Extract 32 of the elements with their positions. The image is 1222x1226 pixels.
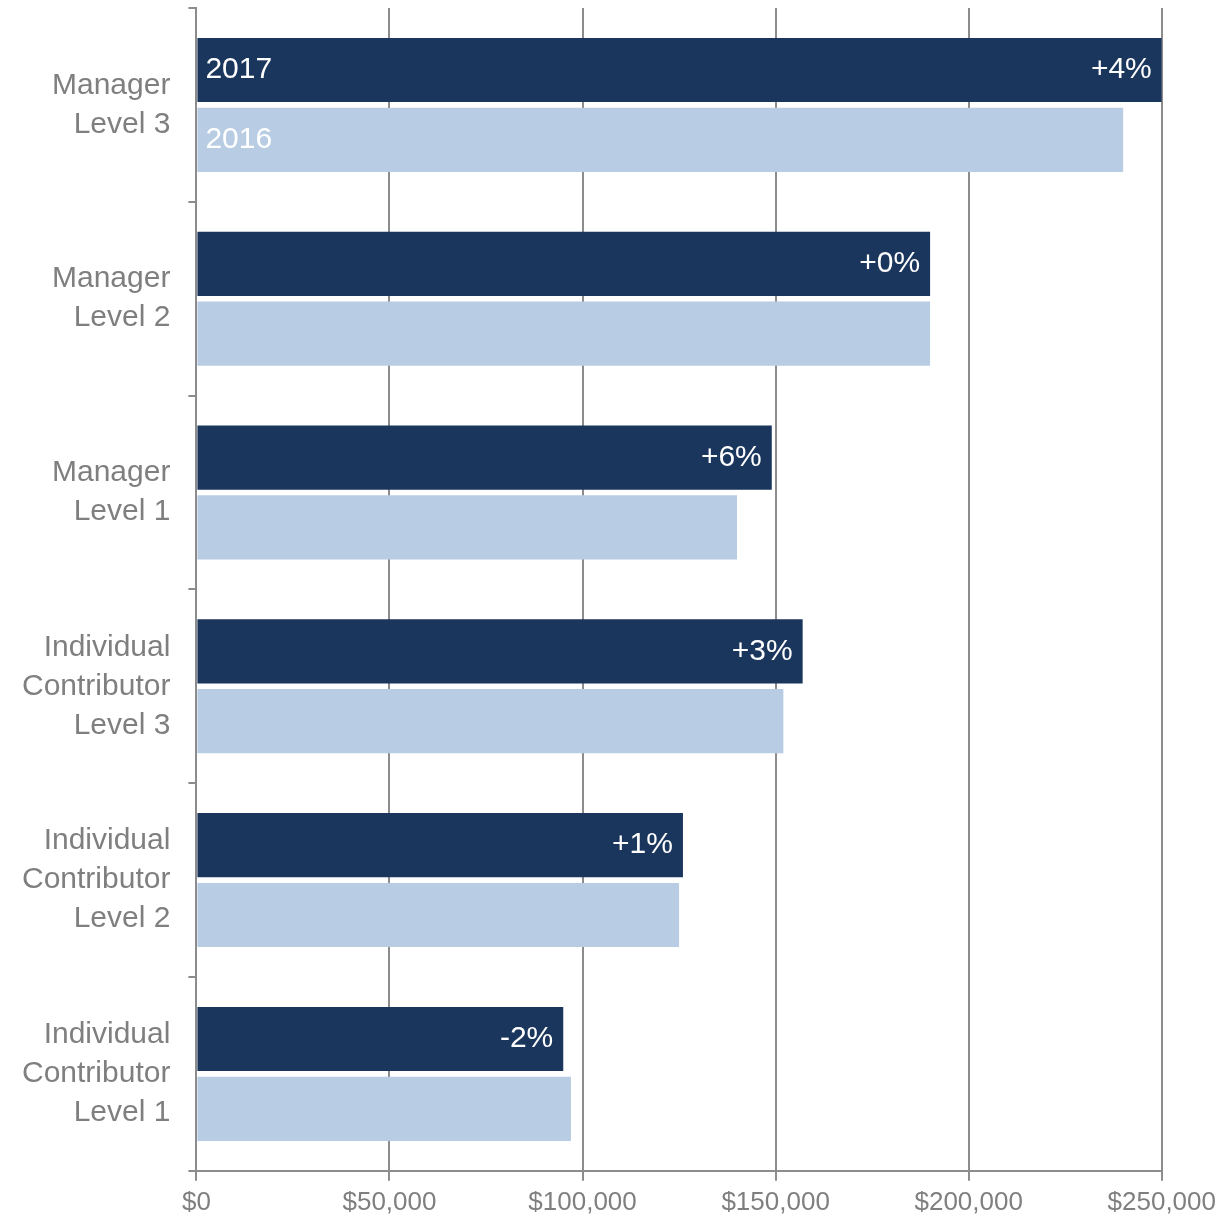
bar bbox=[197, 37, 1162, 103]
y-tick-label: Individual Contributor Level 1 bbox=[22, 1016, 171, 1128]
bar bbox=[197, 813, 683, 878]
annotation: +6% bbox=[700, 438, 762, 472]
bar bbox=[197, 882, 680, 948]
bar bbox=[197, 107, 1124, 172]
bar bbox=[197, 1076, 571, 1141]
bar bbox=[197, 301, 931, 366]
x-tick-label: $0 bbox=[181, 1185, 211, 1216]
annotation: +4% bbox=[1090, 51, 1152, 85]
bar bbox=[197, 689, 784, 754]
bar bbox=[197, 425, 772, 490]
x-tick-label: $150,000 bbox=[721, 1185, 830, 1216]
bar bbox=[197, 495, 738, 560]
x-tick-label: $100,000 bbox=[528, 1185, 637, 1216]
annotation: -2% bbox=[499, 1020, 554, 1054]
y-tick-label: Manager Level 2 bbox=[52, 260, 171, 333]
y-tick-label: Individual Contributor Level 2 bbox=[22, 822, 171, 934]
x-tick-label: $50,000 bbox=[342, 1185, 437, 1216]
series-label: 2017 bbox=[205, 51, 273, 85]
y-tick-label: Individual Contributor Level 3 bbox=[22, 628, 171, 740]
annotation: +0% bbox=[859, 245, 921, 279]
bar bbox=[197, 231, 931, 296]
x-tick-label: $200,000 bbox=[914, 1185, 1023, 1216]
y-tick-label: Manager Level 3 bbox=[52, 66, 171, 139]
annotation: +1% bbox=[612, 826, 673, 860]
y-tick-label: Manager Level 1 bbox=[52, 454, 171, 527]
annotation: +3% bbox=[731, 632, 793, 666]
series-label: 2016 bbox=[205, 121, 273, 155]
bar bbox=[197, 619, 803, 684]
bar bbox=[197, 1006, 564, 1072]
x-tick-label: $250,000 bbox=[1107, 1185, 1216, 1216]
